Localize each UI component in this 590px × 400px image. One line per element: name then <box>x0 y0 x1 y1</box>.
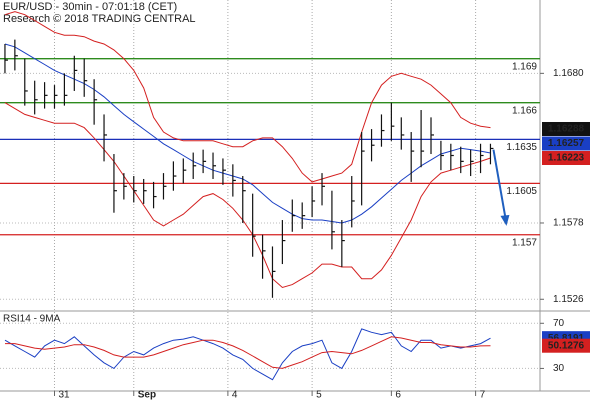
forecast-arrowhead <box>500 214 510 226</box>
level-label: 1.166 <box>512 105 537 116</box>
level-label: 1.169 <box>512 61 537 72</box>
value-box <box>542 121 590 136</box>
value-box <box>542 150 590 165</box>
value-box-label: 1.16257 <box>548 138 585 149</box>
level-label: 1.157 <box>512 237 537 248</box>
value-box-label: 56.8191 <box>548 333 585 344</box>
chart-subtitle: Research © 2018 TRADING CENTRAL <box>3 13 196 25</box>
value-box-label: 1.16223 <box>548 153 585 164</box>
series-line <box>4 102 491 289</box>
x-tick-label: 4 <box>232 390 238 400</box>
chart-title: EUR/USD - 30min - 07:01:18 (CET) <box>3 1 177 13</box>
value-box-label: 1.16288 <box>548 124 585 135</box>
y-tick-label: 1.1578 <box>553 218 584 229</box>
series-line <box>5 336 491 369</box>
x-tick-label: Sep <box>138 390 156 400</box>
series-line <box>4 43 491 224</box>
x-tick-label: 6 <box>395 390 401 400</box>
x-tick-label: 7 <box>480 390 486 400</box>
y-tick-label: 1.1526 <box>553 294 584 305</box>
series-line <box>4 328 491 381</box>
y-tick-label: 1.1680 <box>553 68 584 79</box>
series-line <box>4 11 491 183</box>
level-label: 1.1635 <box>506 142 537 153</box>
y-tick-label: 70 <box>553 318 565 329</box>
y-tick-label: 30 <box>553 363 565 374</box>
value-box <box>542 338 590 353</box>
value-box <box>542 136 590 151</box>
value-box-label: 50.1276 <box>548 340 585 351</box>
x-tick-label: 31 <box>58 390 70 400</box>
x-tick-label: 5 <box>316 390 322 400</box>
panel-title: RSI14 - 9MA <box>3 314 61 325</box>
level-label: 1.1605 <box>506 186 537 197</box>
forecast-arrow <box>492 149 507 219</box>
